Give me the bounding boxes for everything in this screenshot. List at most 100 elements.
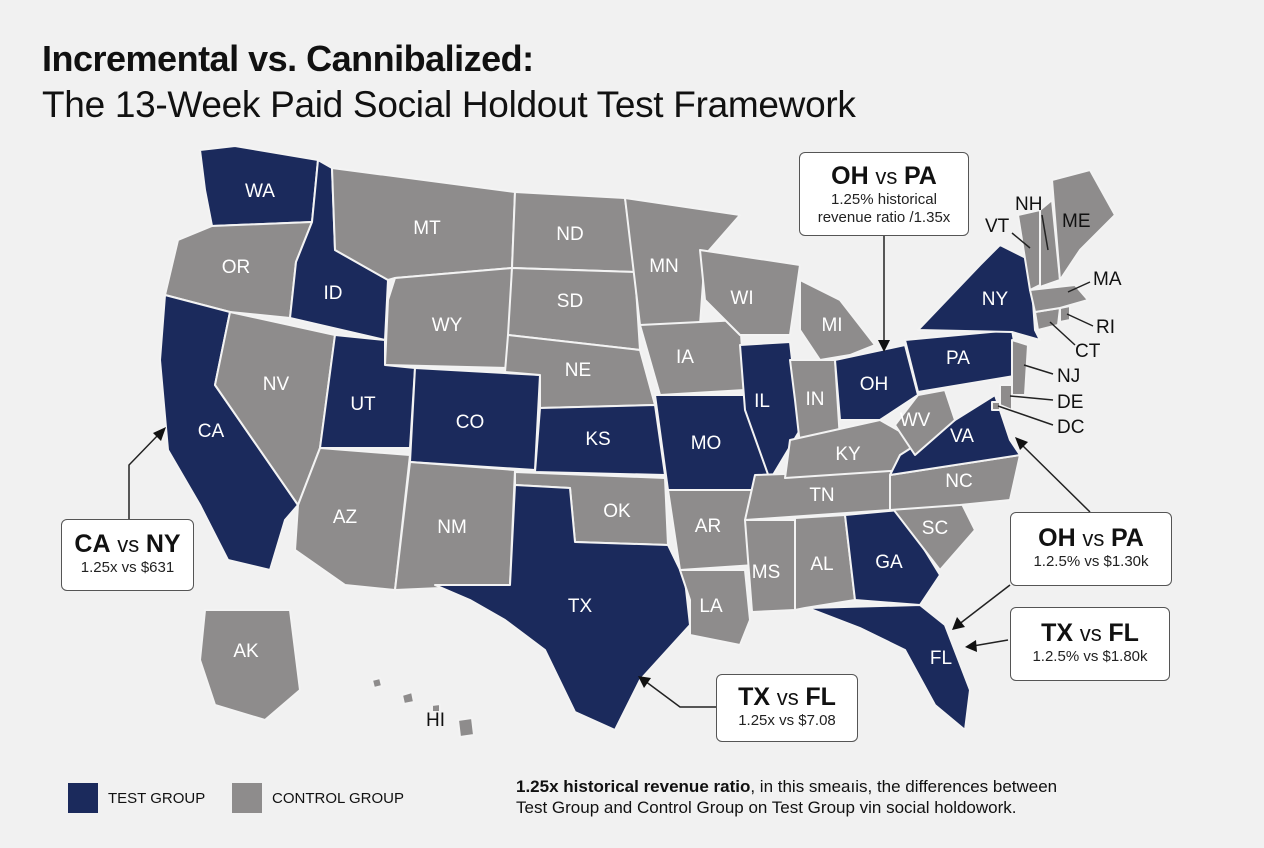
label-VT: VT xyxy=(985,216,1010,237)
label-NY: NY xyxy=(982,289,1009,310)
label-KY: KY xyxy=(835,444,861,465)
tx-fl-right-leader xyxy=(972,639,1009,647)
state-AL xyxy=(794,514,856,611)
ca-ny-arrowhead xyxy=(153,427,166,441)
callout-oh-pa-right-detail: 1.2.5% vs $1.30k xyxy=(1033,553,1149,570)
label-NH: NH xyxy=(1015,194,1042,215)
state-WV xyxy=(894,389,956,456)
oh-pa-right-leader-lower xyxy=(957,584,1011,626)
label-CO: CO xyxy=(456,412,485,433)
label-RI: RI xyxy=(1096,317,1115,338)
label-NJ: NJ xyxy=(1057,366,1080,387)
oh-pa-right-leader-upper xyxy=(1021,444,1091,513)
oh-pa-right-arrowhead-lower xyxy=(952,617,965,630)
state-OH xyxy=(834,344,919,421)
state-MA xyxy=(1029,284,1089,313)
label-AK: AK xyxy=(233,641,259,662)
state-WI xyxy=(699,249,801,336)
label-IA: IA xyxy=(676,347,694,368)
label-ME: ME xyxy=(1062,211,1091,232)
state-MI xyxy=(799,279,876,361)
label-FL: FL xyxy=(930,648,952,669)
label-VA: VA xyxy=(950,426,974,447)
page-title: Incremental vs. Cannibalized: xyxy=(42,38,534,79)
label-MO: MO xyxy=(691,433,722,454)
tx-fl-right-arrowhead xyxy=(965,640,977,652)
label-DC: DC xyxy=(1057,417,1084,438)
label-PA: PA xyxy=(946,348,970,369)
label-LA: LA xyxy=(699,596,723,617)
label-AZ: AZ xyxy=(333,507,358,528)
label-OH: OH xyxy=(860,374,889,395)
label-CT: CT xyxy=(1075,341,1101,362)
label-TN: TN xyxy=(809,485,834,506)
callout-oh-pa-top: OH vs PA 1.25% historical revenue ratio … xyxy=(799,152,969,236)
label-WY: WY xyxy=(432,315,463,336)
label-KS: KS xyxy=(585,429,610,450)
callout-tx-fl-right-detail: 1.2.5% vs $1.80k xyxy=(1032,648,1148,665)
legend-test: TEST GROUP xyxy=(68,783,205,813)
label-GA: GA xyxy=(875,552,903,573)
label-ID: ID xyxy=(324,283,343,304)
oh-pa-right-arrowhead-upper xyxy=(1015,437,1028,450)
state-IL xyxy=(739,341,801,481)
legend-test-swatch xyxy=(68,783,98,813)
state-DC xyxy=(991,401,1001,411)
state-NJ xyxy=(1011,339,1029,396)
label-WI: WI xyxy=(730,288,753,309)
state-AK xyxy=(199,609,301,721)
state-MN xyxy=(624,197,741,326)
label-HI: HI xyxy=(426,710,445,731)
tx-fl-bottom-arrowhead xyxy=(638,676,651,688)
legend-control-swatch xyxy=(232,783,262,813)
callout-oh-pa-top-detail1: 1.25% historical xyxy=(831,191,937,208)
label-SD: SD xyxy=(557,291,583,312)
callout-oh-pa-top-detail2: revenue ratio /1.35x xyxy=(817,209,951,226)
state-NY xyxy=(917,244,1041,341)
label-NV: NV xyxy=(263,374,290,395)
callout-tx-fl-right: TX vs FL 1.2.5% vs $1.80k xyxy=(1010,607,1170,681)
tx-fl-bottom-leader xyxy=(644,680,716,708)
label-UT: UT xyxy=(350,394,376,415)
legend-test-label: TEST GROUP xyxy=(108,789,206,807)
label-AL: AL xyxy=(810,554,833,575)
legend-control: CONTROL GROUP xyxy=(232,783,404,813)
callout-ca-ny: CA vs NY 1.25x vs $631 xyxy=(61,519,194,591)
ca-ny-leader xyxy=(128,432,161,520)
label-IN: IN xyxy=(806,389,825,410)
label-MS: MS xyxy=(752,562,781,583)
state-HI xyxy=(371,677,475,738)
state-FL xyxy=(807,604,971,731)
label-CA: CA xyxy=(198,421,225,442)
label-MT: MT xyxy=(413,218,441,239)
state-TX xyxy=(434,484,691,731)
state-AZ xyxy=(294,447,411,591)
callout-tx-fl-bottom: TX vs FL 1.25x vs $7.08 xyxy=(716,674,858,742)
label-WV: WV xyxy=(900,410,931,431)
label-MI: MI xyxy=(821,315,842,336)
label-NC: NC xyxy=(945,471,972,492)
state-LA xyxy=(679,569,751,646)
label-ND: ND xyxy=(556,224,583,245)
label-SC: SC xyxy=(922,518,948,539)
callout-tx-fl-bottom-detail: 1.25x vs $7.08 xyxy=(738,712,836,729)
label-DE: DE xyxy=(1057,392,1083,413)
footnote-rest: , in this smeaıis, the differences betwe… xyxy=(750,777,1058,796)
oh-pa-top-arrowhead xyxy=(878,340,890,352)
label-WA: WA xyxy=(245,181,275,202)
label-AR: AR xyxy=(695,516,721,537)
label-OR: OR xyxy=(222,257,251,278)
legend-control-label: CONTROL GROUP xyxy=(272,789,404,807)
state-WY xyxy=(384,267,513,369)
page-subtitle: The 13-Week Paid Social Holdout Test Fra… xyxy=(42,84,856,125)
label-MN: MN xyxy=(649,256,679,277)
label-MA: MA xyxy=(1093,269,1122,290)
footnote: 1.25x historical revenue ratio, in this … xyxy=(516,776,1136,818)
label-NM: NM xyxy=(437,517,467,538)
state-DE xyxy=(999,384,1013,411)
label-IL: IL xyxy=(754,391,770,412)
footnote-bold: 1.25x historical revenue ratio xyxy=(516,777,751,796)
footnote-line2: Test Group and Control Group on Test Gro… xyxy=(516,798,1017,817)
callout-ca-ny-detail: 1.25x vs $631 xyxy=(80,559,175,576)
